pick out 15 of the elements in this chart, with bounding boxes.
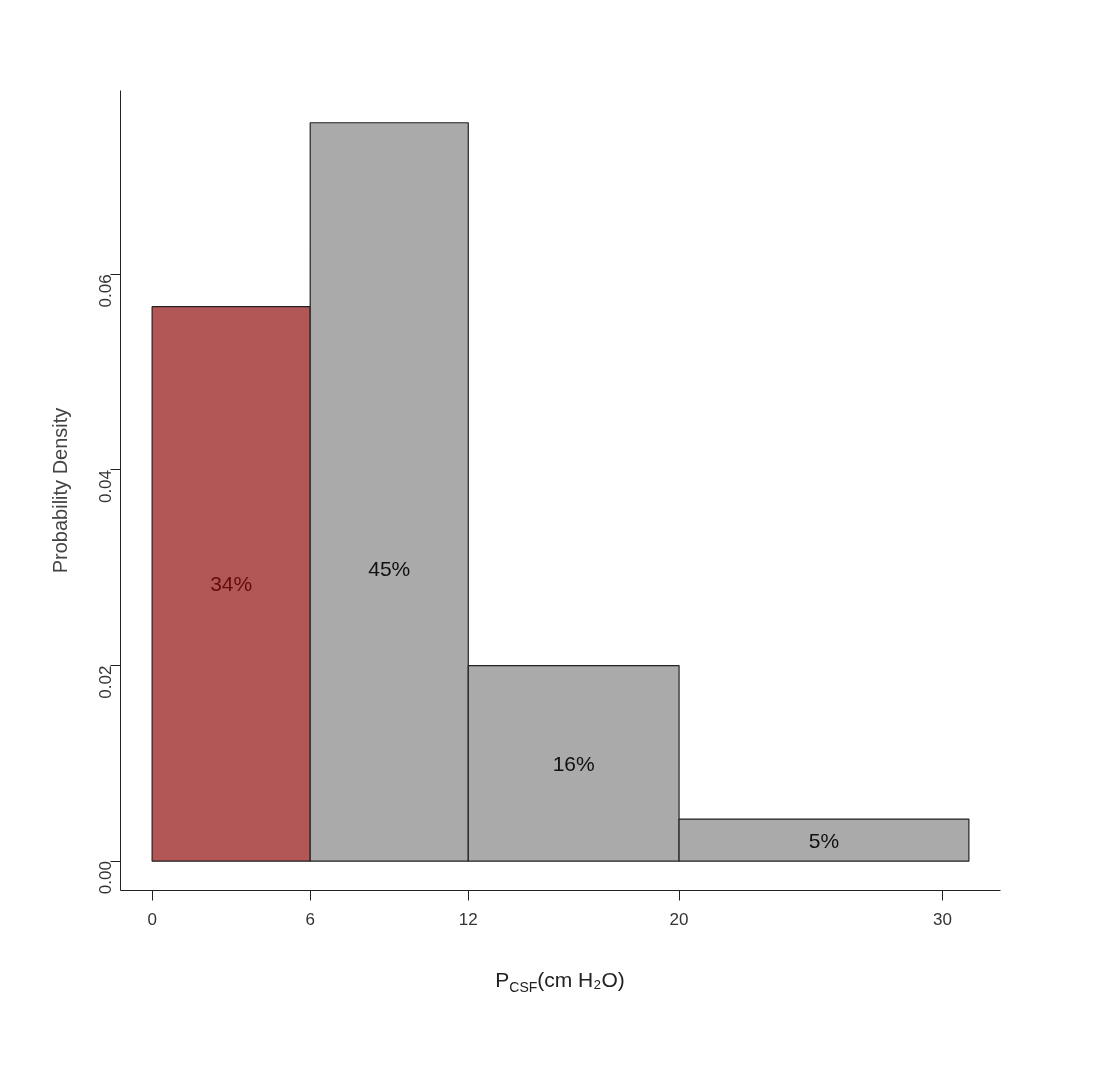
annotation: 34%: [210, 572, 253, 596]
annotation: 16%: [552, 751, 595, 775]
x-tick-label: 20: [669, 909, 689, 929]
y-tick-label: 0.02: [96, 665, 116, 699]
x-tick-label: 12: [458, 909, 478, 929]
y-tick-label: 0.06: [96, 274, 116, 308]
x-tick-label: 6: [305, 909, 315, 929]
x-tick-label: 30: [933, 909, 952, 929]
y-tick-label: 0.04: [96, 469, 116, 504]
y-axis-title: Probability Density: [48, 407, 71, 574]
annotation: 5%: [808, 828, 840, 852]
x-tick-label: 0: [147, 909, 157, 929]
x-axis-title: P$_{CSF}$(cm H₂O): [495, 967, 625, 998]
y-tick-label: 0.00: [96, 861, 116, 895]
annotation: 45%: [368, 556, 411, 580]
